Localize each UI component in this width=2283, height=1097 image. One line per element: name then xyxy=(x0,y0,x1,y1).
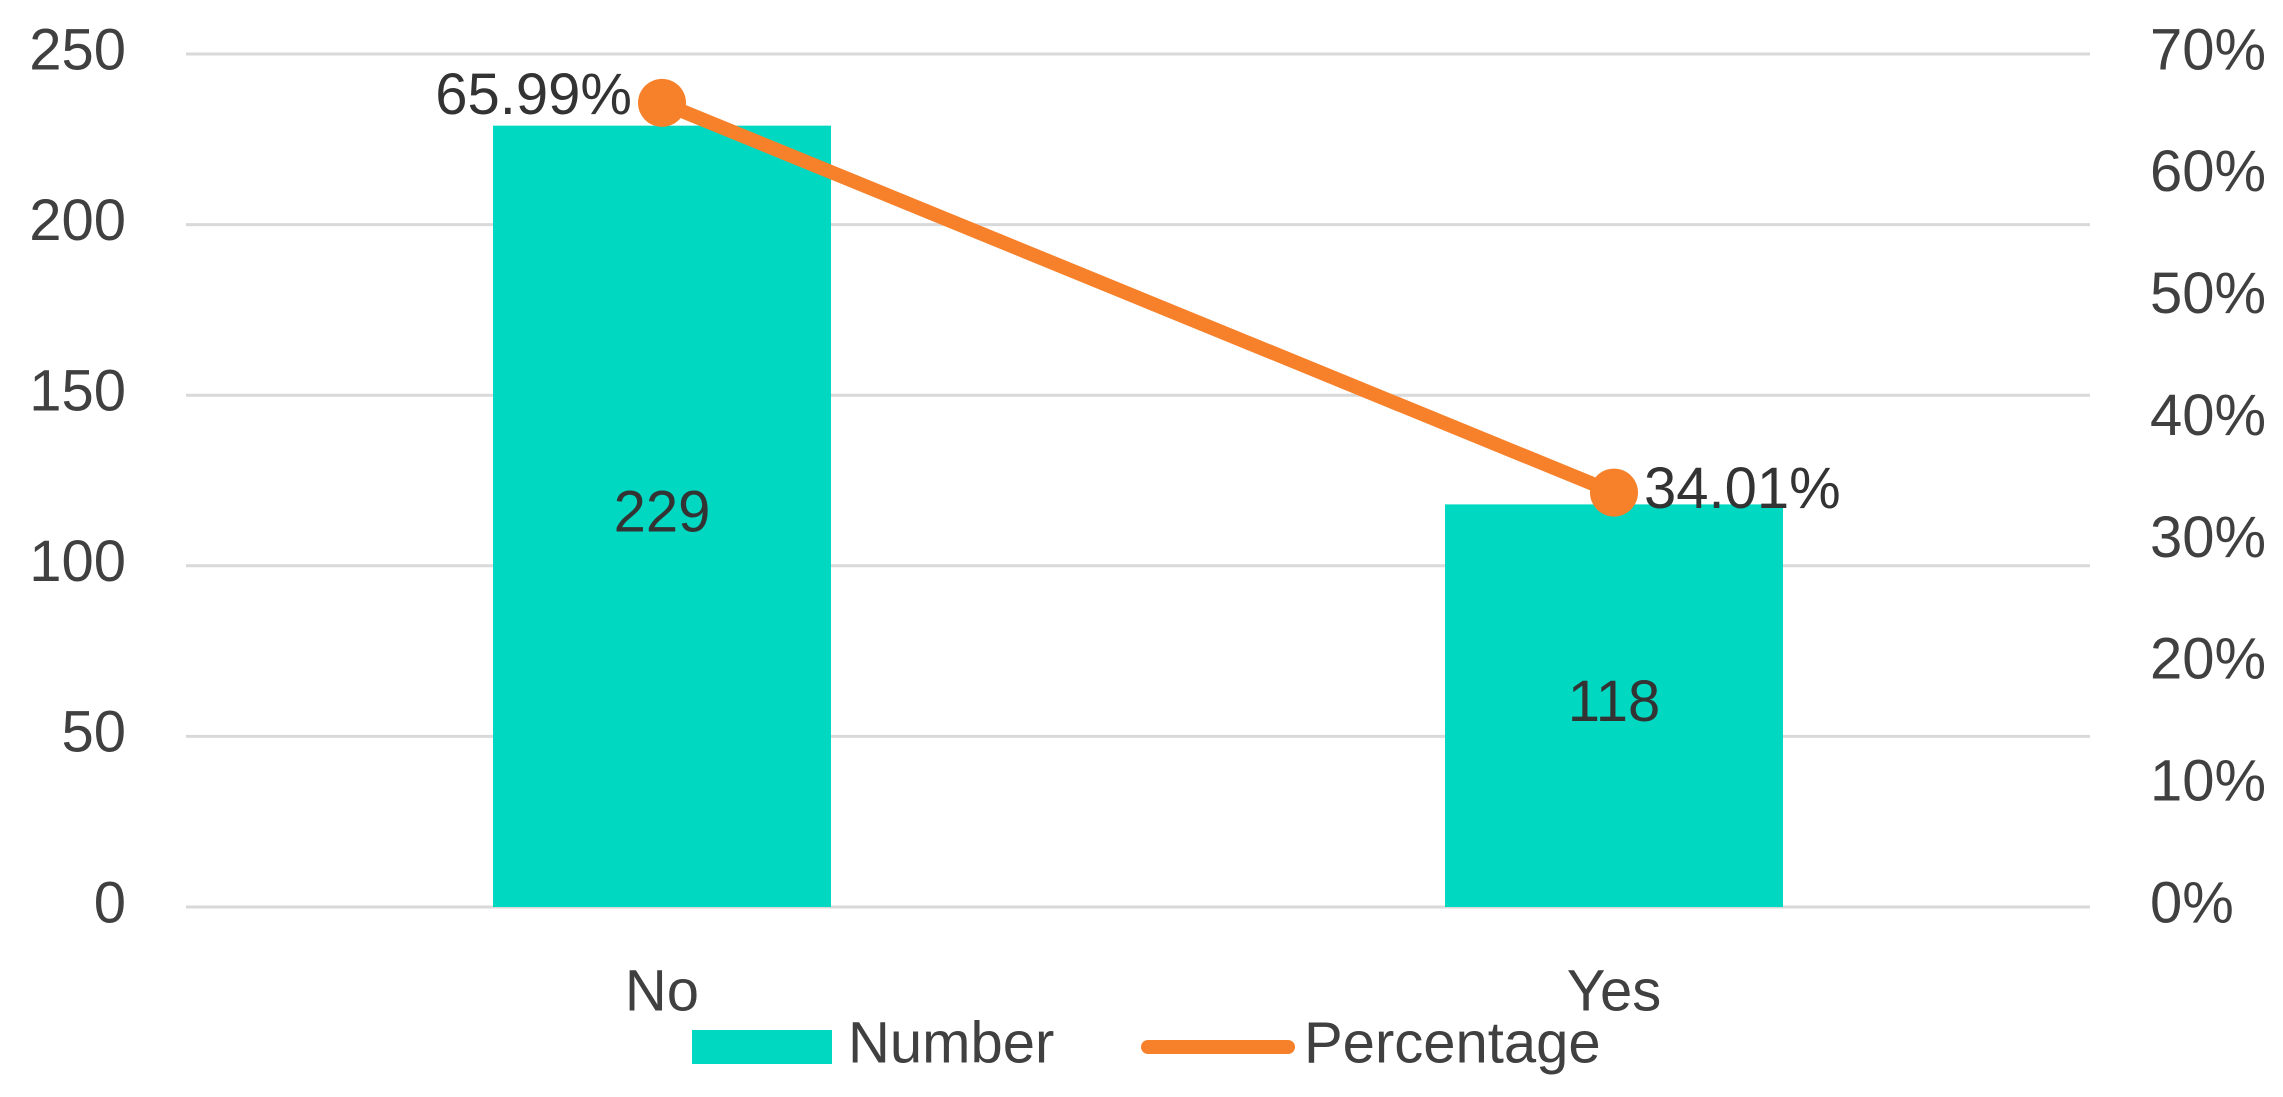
line-value-label: 65.99% xyxy=(435,62,632,127)
line-marker xyxy=(638,78,686,127)
y-tick-label: 100 xyxy=(29,529,126,594)
y2-tick-label: 10% xyxy=(2150,748,2266,813)
y2-tick-label: 0% xyxy=(2150,870,2234,935)
bar-value-label: 229 xyxy=(614,480,711,545)
legend-label: Percentage xyxy=(1304,1010,1601,1075)
y2-tick-label: 60% xyxy=(2150,139,2266,204)
line xyxy=(659,96,1617,500)
y-tick-label: 200 xyxy=(29,188,126,253)
y2-tick-label: 50% xyxy=(2150,261,2266,326)
y2-tick-label: 30% xyxy=(2150,505,2266,570)
y2-tick-label: 40% xyxy=(2150,383,2266,448)
y-tick-label: 250 xyxy=(29,17,126,82)
y-tick-label: 150 xyxy=(29,359,126,424)
y2-tick-label: 70% xyxy=(2150,17,2266,82)
y-tick-label: 50 xyxy=(61,700,126,765)
bar xyxy=(493,125,831,908)
line-value-label: 34.01% xyxy=(1644,456,1841,521)
bar-value-label: 118 xyxy=(1568,669,1660,734)
legend-label: Number xyxy=(848,1010,1054,1075)
legend-swatch xyxy=(692,1030,832,1064)
bar xyxy=(1445,504,1783,907)
x-tick-label: Yes xyxy=(1567,958,1662,1023)
y2-tick-label: 20% xyxy=(2150,627,2266,692)
line-marker xyxy=(1590,468,1638,517)
x-tick-label: No xyxy=(625,958,699,1023)
y-tick-label: 0 xyxy=(94,870,126,935)
